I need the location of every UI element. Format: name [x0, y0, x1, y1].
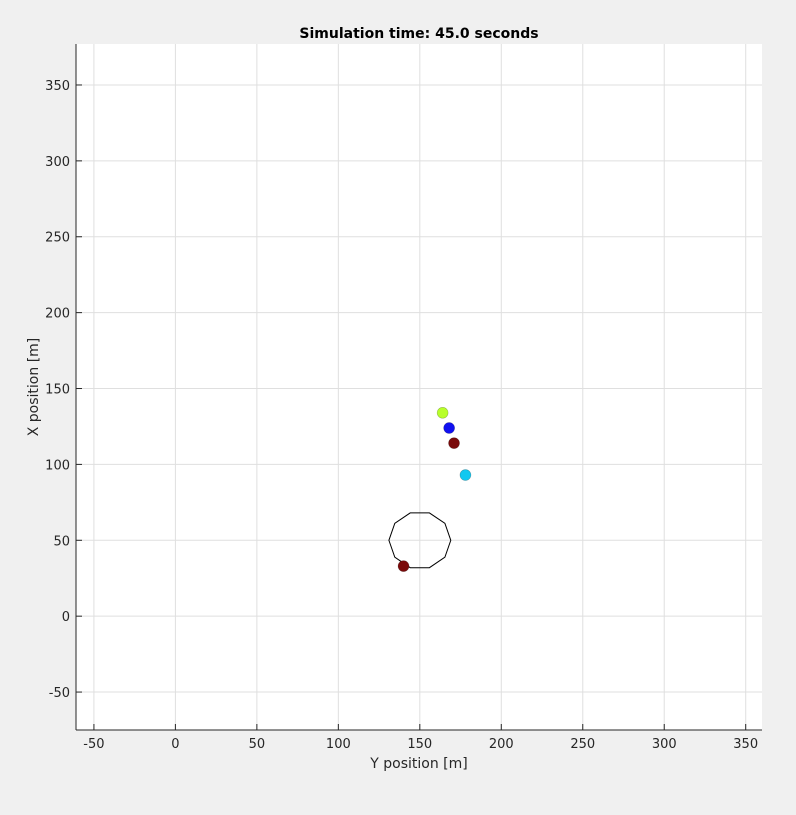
y-tick-label: -50 [49, 686, 70, 701]
y-tick-label: 200 [45, 307, 70, 322]
obstacle-layer [388, 512, 452, 569]
x-tick-label: 150 [407, 737, 432, 752]
x-tick-label: 100 [326, 737, 351, 752]
x-tick-label: -50 [83, 737, 104, 752]
x-tick-label: 350 [733, 737, 758, 752]
x-tick-label: 50 [249, 737, 266, 752]
grid [76, 44, 762, 730]
y-tick-label: 250 [45, 231, 70, 246]
data-point-2 [448, 437, 460, 449]
x-tick-label: 0 [171, 737, 179, 752]
y-tick-label: 350 [45, 79, 70, 94]
y-tick-label: 100 [45, 458, 70, 473]
x-tick-label: 250 [570, 737, 595, 752]
data-point-4 [397, 560, 410, 572]
x-axis-label: Y position [m] [369, 756, 467, 772]
tick-labels: -50 0 50 100 150 200 250 300 350 -50 0 50 100 150 200 2… [45, 79, 758, 752]
data-point-1 [443, 422, 455, 434]
points-layer [397, 407, 472, 572]
y-tick-label: 0 [62, 610, 70, 625]
y-tick-label: 300 [45, 155, 70, 170]
y-tick-label: 150 [45, 383, 70, 398]
data-point-0 [436, 407, 449, 419]
x-tick-label: 200 [489, 737, 514, 752]
plot-area[interactable] [76, 44, 762, 730]
y-tick-label: 50 [53, 534, 70, 549]
data-point-3 [459, 469, 472, 481]
obstacle-polygon [388, 512, 452, 569]
x-tick-label: 300 [652, 737, 677, 752]
y-axis-label: X position [m] [26, 338, 42, 437]
axes [75, 44, 762, 731]
chart-title: Simulation time: 45.0 seconds [299, 26, 538, 42]
